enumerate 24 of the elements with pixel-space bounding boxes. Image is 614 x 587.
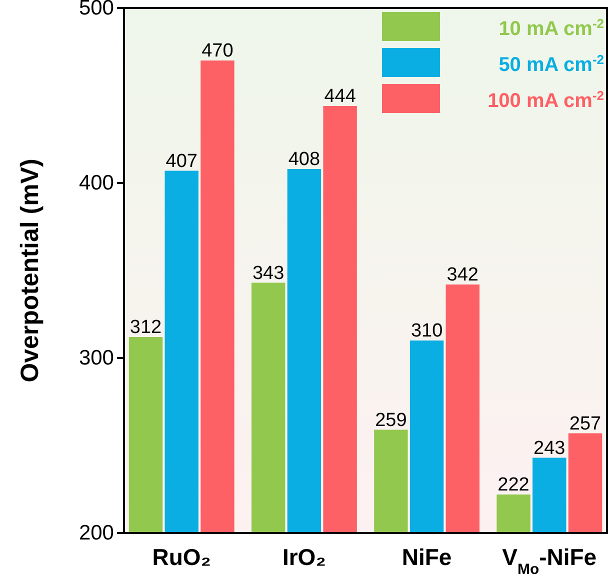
x-tick-label: RuO₂: [152, 544, 212, 570]
data-label: 342: [446, 264, 479, 286]
data-label: 259: [375, 410, 407, 431]
text: 10 mA cm$^{-2}$: [498, 16, 604, 40]
data-label: 257: [569, 413, 602, 434]
y-tick-label: 300: [78, 346, 114, 370]
y-tick-label: 500: [78, 0, 114, 20]
legend-label: 100 mA cm$^{-2}$: [488, 88, 604, 112]
y-tick-label: 200: [78, 522, 114, 545]
data-label: 343: [252, 262, 284, 284]
x-tick-label: IrO₂: [282, 544, 326, 570]
data-label: 470: [202, 40, 234, 62]
data-label: 312: [130, 317, 162, 338]
x-tick-label: NiFe: [402, 544, 452, 570]
y-tick-label: 400: [78, 172, 114, 195]
data-label: 407: [166, 150, 198, 172]
data-label: 444: [324, 86, 356, 107]
data-label: 243: [534, 438, 566, 459]
data-label: 310: [410, 320, 443, 342]
data-label: 222: [498, 474, 530, 496]
text: 50 mA cm$^{-2}$: [498, 52, 604, 76]
data-label: 408: [288, 149, 320, 170]
x-tick-label: V$_{Mo}$-NiFe: [502, 544, 597, 578]
y-axis-title: Overpotential (mV): [16, 158, 44, 382]
